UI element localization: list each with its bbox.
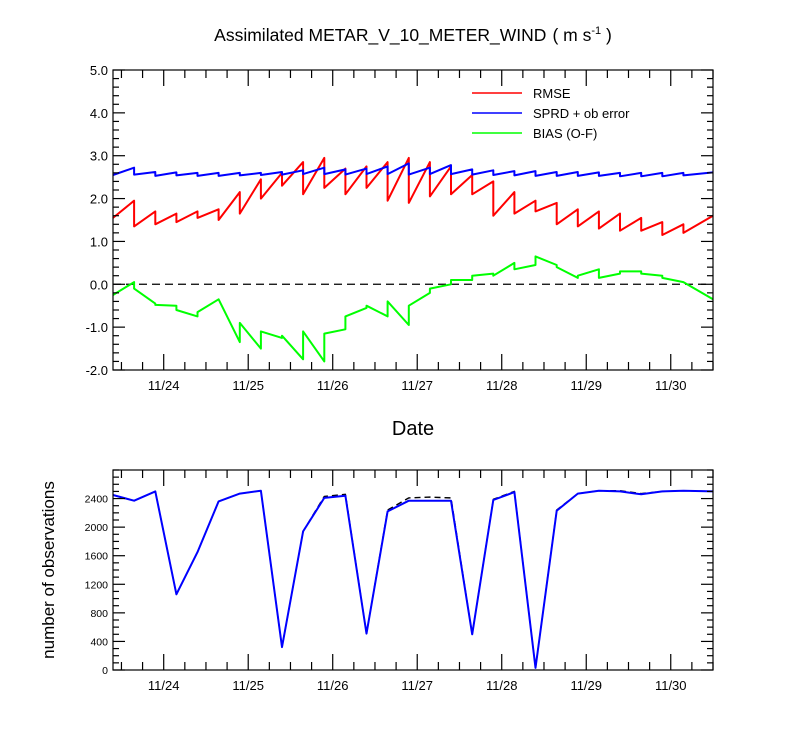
y-tick-label: -2.0: [86, 363, 108, 378]
y-tick-label: 2000: [85, 522, 109, 534]
series-line-rmse: [112, 156, 714, 236]
y-tick-label: 1.0: [90, 234, 108, 249]
y-tick-label: 1600: [85, 551, 109, 563]
x-tick-label: 11/25: [232, 678, 264, 693]
plot-frame: [112, 69, 714, 371]
y-tick-label: 3.0: [90, 149, 108, 164]
y-tick-label: 2400: [85, 494, 109, 506]
series-line-assimilated: [112, 489, 714, 669]
x-tick-label: 11/24: [148, 678, 180, 693]
x-axis-label: Date: [392, 418, 434, 440]
y-tick-label: 4.0: [90, 106, 108, 121]
x-tick-label: 11/28: [486, 378, 518, 393]
y-tick-label: 2.0: [90, 192, 108, 207]
series-line-bias-o-f: [112, 255, 714, 363]
legend-label: BIAS (O-F): [533, 126, 597, 141]
x-tick-label: 11/29: [570, 378, 602, 393]
x-tick-label: 11/26: [317, 678, 349, 693]
x-tick-label: 11/27: [401, 378, 433, 393]
chart-title: Assimilated METAR_V_10_METER_WIND( m s-1…: [214, 25, 612, 46]
legend: RMSE SPRD + ob error BIAS (O-F): [472, 86, 630, 141]
y-tick-label: -1.0: [86, 320, 108, 335]
observations-count-panel: 0 400 800 1200 1600 2000 2400 11/24 11/25 11/26 1…: [39, 469, 714, 693]
y-tick-label: 400: [90, 636, 108, 648]
series-line-sprd-ob-error: [112, 162, 714, 178]
x-tick-label: 11/30: [655, 378, 687, 393]
y-tick-label: 1200: [85, 579, 109, 591]
legend-label: SPRD + ob error: [533, 106, 630, 121]
y-tick-label: 0.0: [90, 277, 108, 292]
rmse-sprd-bias-panel: Assimilated METAR_V_10_METER_WIND( m s-1…: [86, 25, 714, 440]
legend-label: RMSE: [533, 86, 571, 101]
plot-frame: [112, 469, 714, 671]
x-tick-label: 11/30: [655, 678, 687, 693]
x-tick-label: 11/26: [317, 378, 349, 393]
y-tick-label: 0: [102, 665, 108, 677]
x-tick-label: 11/24: [148, 378, 180, 393]
x-tick-label: 11/27: [401, 678, 433, 693]
x-tick-label: 11/29: [570, 678, 602, 693]
x-tick-label: 11/25: [232, 378, 264, 393]
series-line-possible: [112, 490, 714, 669]
y-tick-label: 5.0: [90, 63, 108, 78]
y-axis-label: number of observations: [39, 481, 58, 659]
x-tick-label: 11/28: [486, 678, 518, 693]
y-tick-label: 800: [90, 608, 108, 620]
